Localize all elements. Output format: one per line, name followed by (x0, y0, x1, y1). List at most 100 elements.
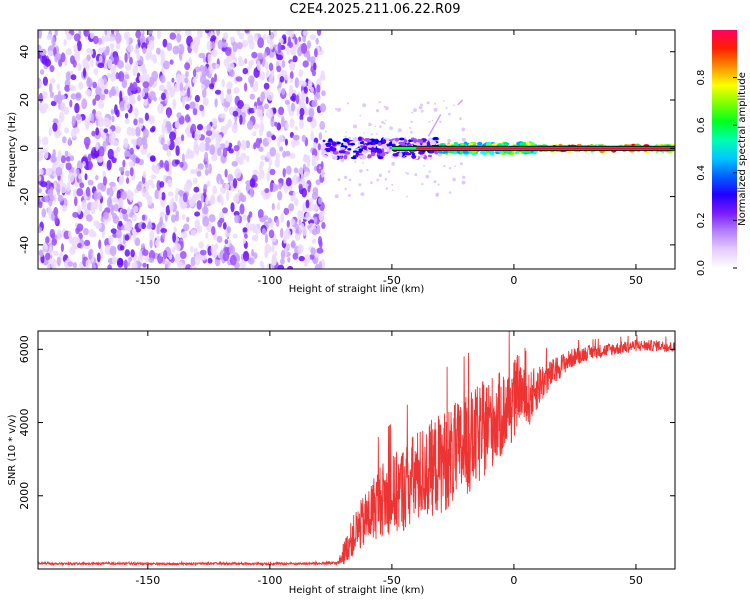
heatmap-cell (65, 156, 71, 162)
heatmap-cell (290, 102, 296, 112)
heatmap-cell (330, 147, 337, 152)
heatmap-cell (241, 139, 247, 151)
heatmap-cell (352, 144, 359, 149)
heatmap-cell (252, 83, 259, 93)
heatmap-cell (65, 71, 71, 81)
heatmap-cell (209, 83, 215, 90)
heatmap-cell (317, 236, 323, 246)
heatmap-cell (159, 159, 164, 168)
heatmap-cell (144, 112, 149, 122)
heatmap-cell (174, 159, 180, 165)
heatmap-cell (277, 190, 283, 201)
heatmap-cell (391, 161, 396, 166)
heatmap-cell (40, 181, 48, 188)
heatmap-cell (108, 134, 116, 145)
heatmap-cell (272, 107, 277, 114)
heatmap-cell (285, 150, 291, 157)
heatmap-cell (132, 65, 139, 77)
heatmap-cell (348, 144, 352, 148)
heatmap-cell (193, 247, 198, 255)
heatmap-cell (302, 30, 309, 36)
heatmap-cell (352, 152, 355, 154)
heatmap-cell (166, 123, 172, 133)
heatmap-cell (352, 150, 358, 153)
heatmap-cell (205, 137, 211, 144)
heatmap-cell (347, 148, 352, 151)
heatmap-cell (229, 180, 233, 187)
heatmap-cell (335, 108, 338, 111)
heatmap-cell (41, 136, 49, 146)
heatmap-cell (208, 163, 212, 175)
heatmap-cell (242, 67, 249, 75)
heatmap-cell (70, 74, 77, 81)
y-tick-label: 0 (18, 145, 31, 152)
heatmap-cell (413, 138, 418, 144)
heatmap-cell (193, 186, 200, 193)
heatmap-cell (95, 141, 99, 152)
heatmap-cell (206, 180, 211, 187)
heatmap-cell (65, 48, 73, 56)
heatmap-cell (235, 76, 243, 82)
heatmap-cell (93, 220, 100, 227)
heatmap-cell (249, 78, 254, 88)
heatmap-cell (50, 155, 57, 163)
heatmap-cell (307, 185, 311, 193)
heatmap-cell (414, 152, 417, 155)
heatmap-cell (301, 187, 308, 198)
heatmap-cell (392, 140, 396, 145)
heatmap-cell (360, 154, 367, 160)
heatmap-cell (439, 120, 442, 124)
heatmap-cell (161, 123, 166, 134)
heatmap-cell (110, 228, 117, 234)
heatmap-cell (93, 190, 98, 202)
heatmap-cell (307, 79, 313, 90)
heatmap-cell (308, 219, 315, 225)
heatmap-cell (305, 96, 309, 105)
heatmap-cell (84, 173, 88, 181)
heatmap-cell (39, 107, 47, 114)
heatmap-cell (194, 130, 202, 140)
heatmap-cell (196, 170, 202, 177)
heatmap-cell (214, 73, 217, 83)
heatmap-cell (426, 158, 429, 161)
heatmap-cell (232, 110, 239, 117)
heatmap-cell (119, 100, 126, 112)
heatmap-cell (162, 38, 168, 48)
heatmap-cell (39, 69, 45, 75)
heatmap-cell (149, 155, 156, 162)
heatmap-cell (370, 133, 373, 136)
heatmap-cell (56, 229, 62, 240)
heatmap-cell (261, 227, 266, 236)
heatmap-cell (363, 132, 365, 134)
heatmap-cell (121, 208, 128, 214)
heatmap-cell (75, 114, 82, 120)
heatmap-cell (477, 141, 483, 146)
heatmap-cell (135, 126, 141, 137)
snr-series-line (38, 331, 675, 567)
heatmap-cell (136, 136, 143, 147)
heatmap-cell (61, 204, 68, 212)
heatmap-cell (434, 102, 437, 105)
heatmap-cell (115, 229, 122, 239)
heatmap-cell (222, 222, 227, 230)
heatmap-cell (42, 76, 49, 86)
heatmap-cell (247, 120, 254, 130)
heatmap-cell (362, 150, 368, 154)
heatmap-cell (85, 89, 92, 96)
heatmap-cell (239, 32, 244, 40)
heatmap-cell (95, 127, 100, 136)
heatmap-cell (385, 119, 387, 121)
heatmap-cell (488, 150, 495, 155)
heatmap-cell (271, 260, 277, 266)
heatmap-cell (362, 103, 367, 108)
heatmap-cell (259, 160, 264, 168)
heatmap-cell (198, 241, 204, 249)
heatmap-cell (314, 48, 318, 58)
heatmap-cell (77, 63, 82, 72)
heatmap-cell (249, 93, 255, 100)
heatmap-cell (73, 43, 78, 54)
heatmap-cell (229, 36, 235, 43)
heatmap-cell (121, 78, 128, 89)
heatmap-cell (52, 122, 58, 132)
heatmap-cell (142, 142, 148, 150)
